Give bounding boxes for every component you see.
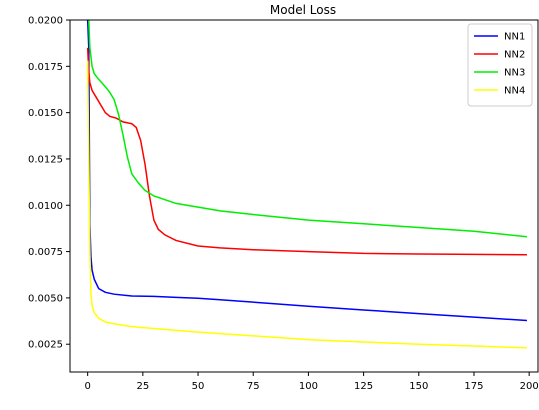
legend-label-nn4: NN4 [504, 86, 525, 97]
x-tick-label: 125 [354, 381, 373, 392]
y-tick-label: 0.0125 [28, 154, 63, 165]
plot-frame [69, 19, 539, 373]
x-tick-label: 150 [409, 381, 428, 392]
y-tick-label: 0.0025 [28, 340, 63, 351]
x-tick-label: 25 [136, 381, 149, 392]
y-tick-label: 0.0050 [28, 293, 63, 304]
y-tick-label: 0.0175 [28, 62, 63, 73]
chart-title: Model Loss [270, 3, 336, 17]
x-tick-label: 175 [464, 381, 483, 392]
series-line-nn3 [88, 20, 528, 238]
series-layer [86, 20, 528, 349]
x-tick-label: 100 [299, 381, 318, 392]
y-tick-label: 0.0075 [28, 247, 63, 258]
y-tick-label: 0.0100 [28, 201, 63, 212]
x-tick-label: 0 [84, 381, 90, 392]
legend-label-nn3: NN3 [504, 68, 525, 79]
series-line-nn1 [86, 20, 528, 322]
axes-layer: 0.0025 0.0050 0.0075 0.0100 0.0125 0.0150 0.01… [28, 16, 539, 393]
legend-label-nn1: NN1 [504, 32, 525, 43]
series-line-nn2 [86, 47, 527, 256]
y-tick-label: 0.0150 [28, 108, 63, 119]
legend-box [467, 23, 533, 107]
x-tick-label: 50 [192, 381, 205, 392]
legend-label-nn2: NN2 [504, 50, 525, 61]
legend: NN1 NN2 NN3 NN4 [467, 23, 533, 107]
x-tick-label: 200 [520, 381, 539, 392]
x-tick-label: 75 [247, 381, 260, 392]
y-tick-label: 0.0200 [28, 16, 63, 27]
series-line-nn4 [86, 60, 527, 349]
